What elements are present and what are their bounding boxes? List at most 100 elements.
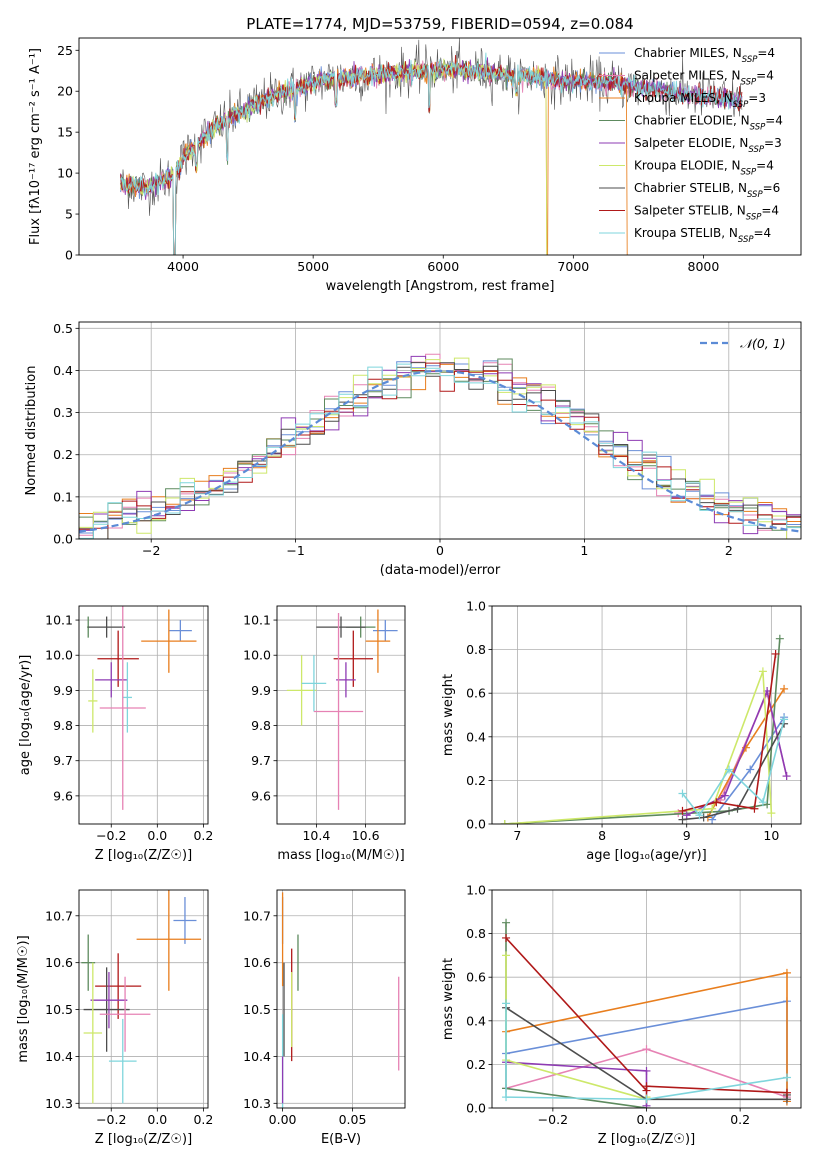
errorbar-point — [122, 662, 132, 733]
weight-series — [678, 715, 789, 820]
errorbar-point — [99, 606, 146, 810]
y-axis-label: Normed distribution — [24, 366, 39, 496]
legend-label: Kroupa MILES, NSSP=3 — [634, 91, 766, 110]
weight-marker — [642, 1045, 651, 1054]
x-tick-label: −0.2 — [538, 1112, 568, 1127]
y-tick-label: 10.5 — [243, 1002, 271, 1017]
errorbar-point — [108, 1018, 137, 1104]
legend-subscript: SSP — [746, 213, 762, 223]
weight-marker — [678, 806, 687, 815]
errorbar-point — [136, 890, 202, 991]
y-tick-label: 0.2 — [466, 773, 486, 788]
y-tick-label: 10.0 — [45, 648, 73, 663]
y-tick-label: 10.7 — [243, 908, 271, 923]
y-tick-label: 0.3 — [53, 405, 73, 420]
spectrum-line — [120, 38, 743, 255]
y-tick-label: 9.7 — [53, 753, 73, 768]
panels: 4000 5000 6000 7000 80000510152025wavelength… — [16, 37, 802, 1147]
weight-marker — [642, 1095, 651, 1104]
weight-marker — [500, 820, 509, 824]
legend-suffix: =3 — [764, 136, 782, 150]
weight-marker — [502, 918, 511, 927]
legend-suffix: =4 — [756, 159, 774, 173]
weight-marker — [502, 951, 511, 960]
weight-line — [505, 1003, 788, 1101]
x-axis-label: E(B-V) — [321, 1132, 361, 1147]
x-tick-label: 7000 — [557, 259, 589, 274]
axes-frame — [78, 889, 209, 1109]
x-tick-label: 8000 — [688, 259, 720, 274]
x-axis-label: (data-model)/error — [380, 563, 501, 578]
y-tick-label: 0.8 — [466, 642, 486, 657]
y-tick-label: 0.2 — [53, 447, 73, 462]
x-axis-label: Z [log₁₀(Z/Z☉)] — [598, 1132, 695, 1147]
errorbar-point — [316, 616, 366, 638]
weight-series — [502, 999, 791, 1104]
errorbar-point — [88, 669, 98, 733]
x-tick-label: −0.2 — [96, 828, 126, 843]
weight-marker — [708, 815, 717, 824]
legend-subscript: SSP — [747, 190, 763, 200]
weight-marker — [782, 772, 791, 781]
residuals-legend: 𝒩(0, 1) — [700, 336, 786, 351]
y-tick-label: 0.0 — [53, 532, 73, 547]
y-tick-label: 0.8 — [466, 926, 486, 941]
weight-marker — [780, 715, 789, 724]
weight-marker — [502, 933, 511, 942]
y-tick-label: 9.9 — [251, 683, 271, 698]
weight-marker — [642, 1082, 651, 1091]
y-axis-label: mass weight — [441, 674, 456, 756]
weight-vs-metallicity-panel: −0.2 0.0 0.2 0.0 0.2 0.4 0.6 0.8 1.0 Z [log₁₀(Z/Z… — [441, 883, 802, 1147]
errorbar-point — [286, 655, 317, 726]
x-axis-label: age [log₁₀(age/yr)] — [586, 848, 707, 863]
y-tick-label: 0.5 — [53, 321, 73, 336]
y-tick-label: 10.7 — [45, 908, 73, 923]
legend-label: Chabrier STELIB, NSSP=6 — [634, 181, 780, 200]
weight-marker — [642, 1066, 651, 1075]
legend-label: Kroupa STELIB, NSSP=4 — [634, 226, 771, 245]
x-tick-label: 10.4 — [302, 828, 330, 843]
y-tick-label: 10.3 — [243, 1096, 271, 1111]
errorbar-point — [336, 662, 356, 698]
x-tick-label: 0.05 — [339, 1112, 367, 1127]
spectrum-panel: 4000 5000 6000 7000 8000 0 5 10 15 20 25 wavelength… — [28, 37, 802, 294]
x-axis-label: mass [log₁₀(M/M☉)] — [277, 848, 404, 863]
x-tick-label: 0.2 — [730, 1112, 750, 1127]
legend-suffix: =4 — [757, 46, 775, 60]
y-tick-label: 15 — [57, 125, 73, 140]
x-tick-label: 0.0 — [637, 1112, 657, 1127]
errorbar-point — [97, 630, 139, 687]
legend-subscript: SSP — [741, 168, 757, 178]
legend-subscript: SSP — [738, 235, 754, 245]
y-tick-label: 0 — [65, 248, 73, 263]
weight-marker — [682, 811, 691, 820]
x-axis-label: wavelength [Angstrom, rest frame] — [326, 279, 555, 294]
gaussian-curve — [79, 369, 801, 533]
weight-marker — [782, 1088, 791, 1097]
y-tick-label: 10.1 — [243, 613, 271, 628]
y-tick-label: 10.4 — [45, 1049, 73, 1064]
errorbar-point — [88, 616, 126, 638]
x-tick-label: 9 — [683, 828, 691, 843]
y-tick-label: 10.1 — [45, 613, 73, 628]
legend-suffix: =6 — [763, 181, 781, 195]
legend-label: Chabrier ELODIE, NSSP=4 — [634, 114, 783, 133]
y-tick-label: 9.6 — [53, 788, 73, 803]
axes-frame — [78, 605, 209, 825]
axes-frame — [276, 605, 406, 825]
errorbar-point — [333, 630, 373, 687]
y-tick-label: 20 — [57, 84, 73, 99]
legend-label: Chabrier MILES, NSSP=4 — [634, 46, 775, 65]
weight-series — [500, 667, 776, 824]
errorbar-point — [83, 967, 130, 1052]
x-tick-label: 1 — [580, 543, 588, 558]
y-tick-label: 10.5 — [45, 1002, 73, 1017]
x-tick-label: 0.0 — [147, 828, 167, 843]
axes-frame — [78, 321, 802, 540]
weight-marker — [712, 798, 721, 807]
y-tick-label: 10.0 — [243, 648, 271, 663]
weight-marker — [763, 800, 772, 809]
errorbar-point — [95, 953, 142, 1019]
legend-suffix: =4 — [756, 69, 774, 83]
